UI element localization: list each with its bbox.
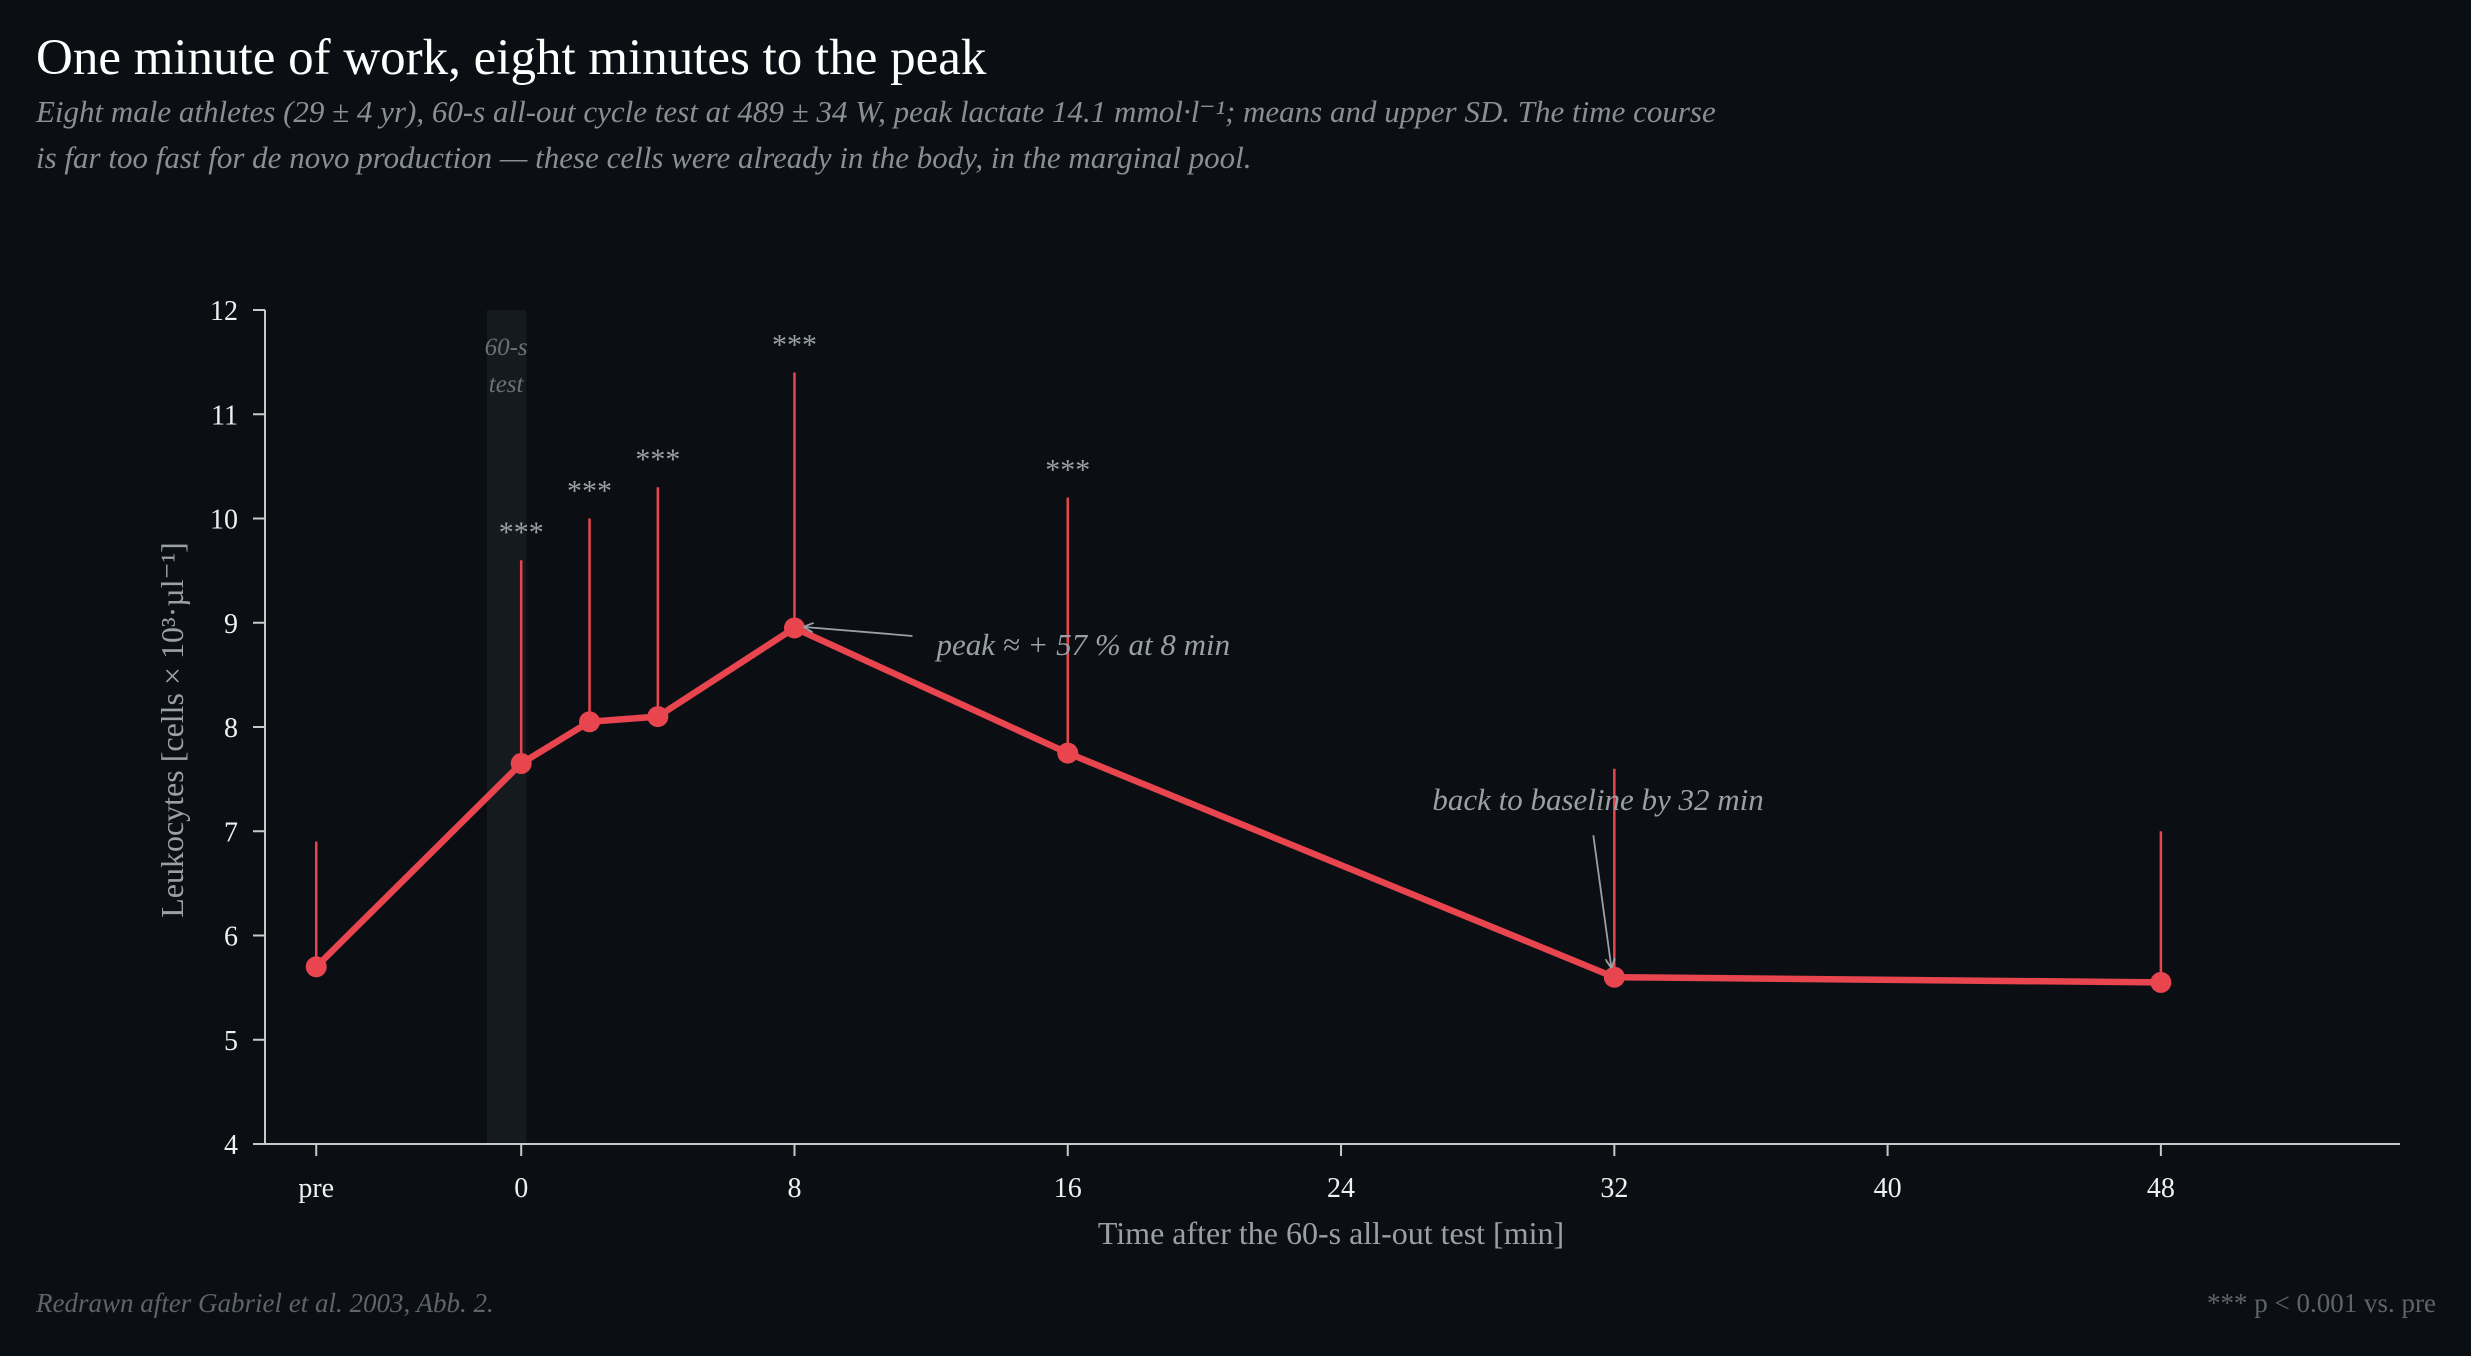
y-tick-label: 9 — [224, 609, 238, 640]
peak-annotation-arrow — [804, 627, 913, 637]
exercise-band-label: 60-s — [485, 334, 528, 361]
chart-subtitle-line-2: is far too fast for de novo production —… — [36, 140, 1251, 175]
x-tick-label: 0 — [514, 1173, 528, 1204]
significance-marker: *** — [499, 516, 544, 549]
x-axis-label: Time after the 60-s all-out test [min] — [1098, 1215, 1564, 1251]
significance-note: *** p < 0.001 vs. pre — [2207, 1288, 2436, 1318]
y-tick-label: 5 — [224, 1026, 238, 1057]
chart-subtitle-line-1: Eight male athletes (29 ± 4 yr), 60-s al… — [35, 94, 1716, 129]
x-tick-label: 24 — [1327, 1173, 1355, 1204]
y-tick-label: 7 — [224, 817, 238, 848]
series-line — [312, 624, 2165, 986]
y-axis-label: Leukocytes [cells × 10³·µl⁻¹] — [154, 542, 190, 918]
x-tick-label: 40 — [1874, 1173, 1902, 1204]
significance-marker: *** — [635, 443, 680, 476]
data-point — [579, 711, 601, 733]
y-tick-label: 10 — [210, 505, 238, 536]
y-tick-label: 4 — [224, 1130, 238, 1161]
data-point — [1603, 966, 1625, 988]
peak-annotation: peak ≈ + 57 % at 8 min — [934, 627, 1230, 662]
x-tick-label: 8 — [787, 1173, 801, 1204]
significance-marker: *** — [1045, 454, 1090, 487]
baseline-annotation: back to baseline by 32 min — [1432, 782, 1763, 817]
data-point — [2150, 971, 2172, 993]
data-point — [783, 617, 805, 639]
y-tick-label: 12 — [210, 296, 238, 327]
data-point — [305, 956, 327, 978]
x-tick-label: 32 — [1600, 1173, 1628, 1204]
source-note: Redrawn after Gabriel et al. 2003, Abb. … — [35, 1288, 494, 1318]
x-tick-label: pre — [298, 1173, 334, 1204]
significance-marker: *** — [567, 475, 612, 508]
data-point — [1057, 742, 1079, 764]
baseline-annotation-arrow — [1592, 835, 1611, 967]
y-tick-label: 11 — [211, 400, 238, 431]
data-point — [510, 752, 532, 774]
chart-title: One minute of work, eight minutes to the… — [36, 30, 987, 86]
y-tick-label: 8 — [224, 713, 238, 744]
y-tick-label: 6 — [224, 922, 238, 953]
exercise-band-label: test — [489, 371, 525, 398]
significance-marker: *** — [772, 329, 817, 362]
exercise-band — [487, 310, 527, 1144]
plot-area: 60-s test 4 5 6 7 8 9 10 11 12 pre 0 8 16 24 32 40 48 *** **… — [210, 296, 2400, 1204]
x-tick-label: 16 — [1054, 1173, 1082, 1204]
x-tick-label: 48 — [2147, 1173, 2175, 1204]
data-point — [647, 706, 669, 728]
